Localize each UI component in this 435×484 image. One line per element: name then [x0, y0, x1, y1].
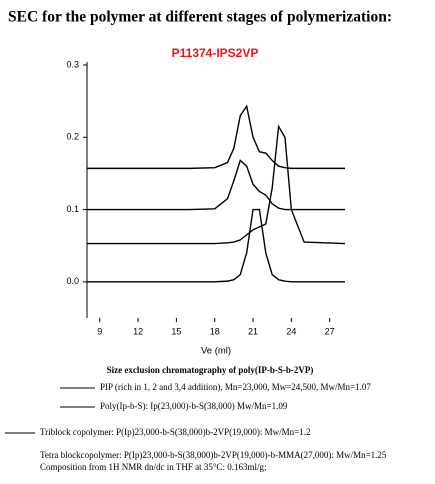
legend-label: Poly(Ip-b-S): Ip(23,000)-b-S(38,000) Mw/…	[100, 401, 288, 411]
y-tick-label: 0.1	[66, 204, 79, 214]
legend-label: PIP (rich in 1, 2 and 3,4 addition), Mn=…	[100, 382, 371, 392]
y-tick-label: 0.3	[66, 59, 79, 69]
series-line	[87, 208, 345, 283]
caption: Size exclusion chromatography of poly(IP…	[107, 365, 314, 375]
note: Composition from 1H NMR dn/dc in THF at …	[40, 462, 266, 472]
page-heading: SEC for the polymer at different stages …	[8, 9, 392, 26]
y-tick-label: 0.2	[66, 132, 79, 142]
x-tick-label: 27	[325, 326, 335, 336]
x-tick-label: 15	[171, 326, 181, 336]
x-axis-label: Ve (ml)	[201, 346, 231, 357]
x-tick-label: 18	[210, 326, 220, 336]
legend-label: Triblock copolymer: P(Ip)23,000-b-S(38,0…	[40, 427, 310, 437]
x-tick-label: 21	[248, 326, 258, 336]
y-tick-label: 0.0	[66, 276, 79, 286]
note: Tetra blockcopolymer: P(Ip)23,000-b-S(38…	[40, 450, 387, 460]
series-line	[87, 104, 345, 170]
x-tick-label: 24	[286, 326, 296, 336]
series-line	[87, 159, 345, 211]
x-tick-label: 12	[133, 326, 143, 336]
chart-title: P11374-IPS2VP	[172, 46, 259, 60]
x-tick-label: 9	[97, 326, 102, 336]
series-line	[87, 124, 346, 245]
